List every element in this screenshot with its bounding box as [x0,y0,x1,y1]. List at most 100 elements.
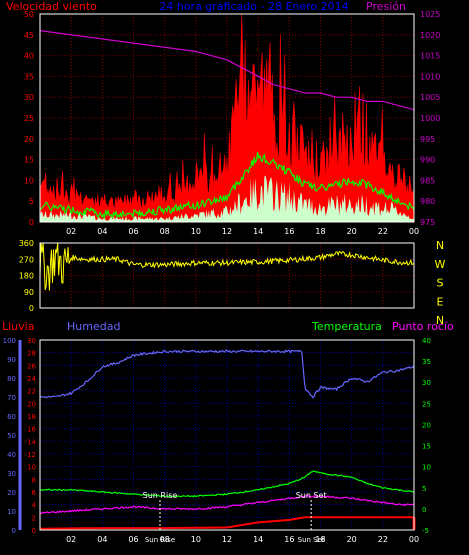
y-rain-tick-label: 6 [32,489,37,497]
y-right-tick-label: 1015 [420,52,440,61]
y-rain-tick-label: 0 [32,527,36,535]
x-tick-label: 14 [253,227,263,236]
y-humidity-tick-label: 100 [3,337,16,345]
y-right-tick-label: 980 [420,197,435,206]
y-rain-tick-label: 16 [27,426,36,434]
compass-label: N [436,314,444,327]
y-humidity-tick-label: 40 [7,451,16,459]
y-rain-tick-label: 22 [27,388,36,396]
y-humidity-tick-label: 70 [7,394,16,402]
rain-label: Lluvia [2,320,34,333]
y-rain-tick-label: 18 [27,413,36,421]
plot-frame [39,339,415,531]
main-title: 24 hora graficado - 28 Enero 2014 [159,0,348,13]
y-left-tick-label: 15 [24,156,34,165]
y-tick-label: 360 [19,239,34,248]
y-right-tick-label: 1005 [420,93,440,102]
x-tick-label: 04 [97,227,107,236]
compass-label: E [437,295,444,308]
y-humidity-tick-label: 20 [7,489,16,497]
y-temperature-tick-label: 25 [422,400,431,408]
x-tick-label: 22 [378,227,388,236]
x-tick-label: 10 [191,535,201,544]
y-rain-tick-label: 8 [32,476,36,484]
y-right-tick-label: 1010 [420,72,440,81]
temperature-label: Temperatura [311,320,382,333]
x-tick-label: 18 [315,227,325,236]
y-left-tick-label: 5 [29,197,34,206]
y-humidity-tick-label: 60 [7,413,16,421]
series-speed [40,175,414,222]
y-humidity-tick-label: 30 [7,470,16,478]
y-rain-tick-label: 12 [27,451,36,459]
y-left-tick-label: 25 [24,114,34,123]
x-tick-label: 06 [128,227,138,236]
dewpoint-label: Punto rocío [392,320,454,333]
x-tick-label: 02 [66,535,76,544]
x-tick-label: 00 [409,227,419,236]
x-tick-label: 08 [160,535,170,544]
x-tick-label: 00 [409,535,419,544]
y-right-tick-label: 1025 [420,10,440,19]
y-right-tick-label: 975 [420,218,435,227]
y-rain-tick-label: 26 [27,362,36,370]
y-rain-tick-label: 30 [27,337,36,345]
y-humidity-tick-label: 90 [7,356,16,364]
y-temperature-tick-label: 5 [422,485,426,493]
series-temperature [39,470,415,498]
wind-pressure-panel: 0510152025303540455097598098599099510001… [24,10,441,236]
x-tick-label: 22 [378,535,388,544]
y-tick-label: 270 [19,255,34,264]
y-left-tick-label: 35 [24,72,34,81]
y-left-tick-label: 30 [24,93,34,102]
pressure-title: Presión [366,0,406,13]
y-temperature-tick-label: 30 [422,379,431,387]
y-tick-label: 90 [24,288,34,297]
y-right-tick-label: 995 [420,135,435,144]
compass-label: S [437,277,444,290]
wind-title: Velocidad viento [6,0,97,13]
y-left-tick-label: 40 [24,52,34,61]
y-right-tick-label: 985 [420,176,435,185]
series-rain [40,516,414,530]
y-rain-tick-label: 10 [27,464,36,472]
x-tick-label: 08 [160,227,170,236]
plot-frame [39,13,415,223]
x-tick-label: 04 [97,535,107,544]
y-left-tick-label: 10 [24,176,34,185]
y-left-tick-label: 50 [24,10,34,19]
series-gust [39,13,415,223]
y-temperature-tick-label: 15 [422,443,431,451]
y-tick-label: 180 [19,272,34,281]
series-pressure [39,30,415,111]
x-tick-label: 12 [222,535,232,544]
sun-marker-label: Sun Rise [143,491,178,500]
y-humidity-tick-label: 10 [7,508,16,516]
x-tick-label: 10 [191,227,201,236]
y-rain-tick-label: 2 [32,514,36,522]
x-tick-label: 20 [347,227,357,236]
y-right-tick-label: 990 [420,156,435,165]
y-rain-tick-label: 24 [27,375,36,383]
plot-background [40,340,414,530]
x-tick-label: 14 [253,535,263,544]
y-right-tick-label: 1020 [420,31,440,40]
compass-label: W [435,258,446,271]
y-temperature-tick-label: 35 [422,358,431,366]
x-tick-label: 02 [66,227,76,236]
series-wind [39,152,415,220]
x-tick-label: 12 [222,227,232,236]
y-right-tick-label: 1000 [420,114,440,123]
y-tick-label: 0 [29,304,34,313]
series-humidity [39,349,415,399]
plot-frame [39,242,415,309]
series-dewpoint [39,494,415,515]
y-rain-tick-label: 4 [32,502,37,510]
y-temperature-tick-label: 0 [422,506,426,514]
humidity-label: Humedad [67,320,120,333]
x-tick-label: 16 [284,535,294,544]
series-direction [39,242,415,291]
y-left-tick-label: 0 [29,218,34,227]
